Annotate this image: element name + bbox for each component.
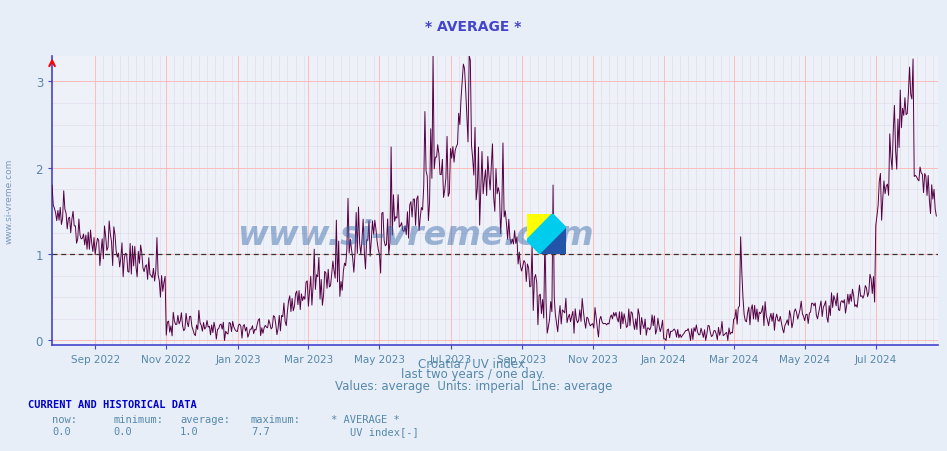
Text: 1.0: 1.0 bbox=[180, 426, 199, 436]
Polygon shape bbox=[541, 228, 566, 255]
Polygon shape bbox=[527, 214, 552, 241]
Text: minimum:: minimum: bbox=[114, 414, 164, 424]
Text: average:: average: bbox=[180, 414, 230, 424]
Text: * AVERAGE *: * AVERAGE * bbox=[331, 414, 401, 424]
Text: Values: average  Units: imperial  Line: average: Values: average Units: imperial Line: av… bbox=[335, 379, 612, 392]
Text: * AVERAGE *: * AVERAGE * bbox=[425, 20, 522, 34]
Polygon shape bbox=[527, 214, 566, 255]
Text: www.si-vreme.com: www.si-vreme.com bbox=[237, 219, 594, 252]
Text: 0.0: 0.0 bbox=[114, 426, 133, 436]
Text: 0.0: 0.0 bbox=[52, 426, 71, 436]
Text: Croatia / UV index.: Croatia / UV index. bbox=[419, 356, 528, 369]
Text: CURRENT AND HISTORICAL DATA: CURRENT AND HISTORICAL DATA bbox=[28, 399, 197, 409]
Text: UV index[-]: UV index[-] bbox=[350, 426, 420, 436]
Text: 7.7: 7.7 bbox=[251, 426, 270, 436]
Text: www.si-vreme.com: www.si-vreme.com bbox=[5, 158, 14, 243]
Text: maximum:: maximum: bbox=[251, 414, 301, 424]
Text: now:: now: bbox=[52, 414, 77, 424]
Text: last two years / one day.: last two years / one day. bbox=[402, 368, 545, 381]
